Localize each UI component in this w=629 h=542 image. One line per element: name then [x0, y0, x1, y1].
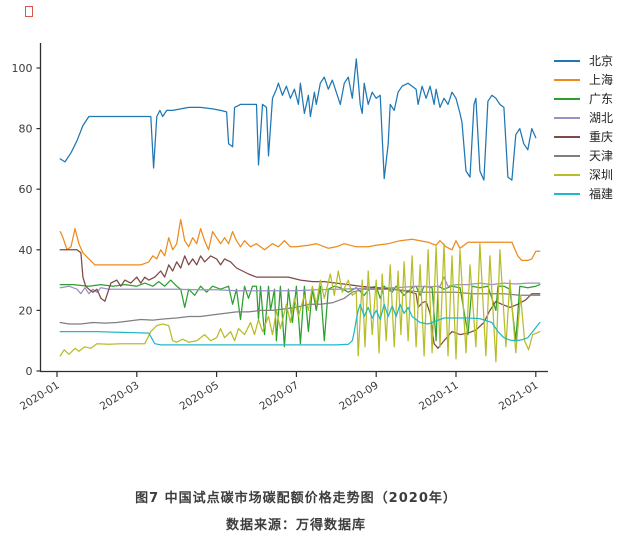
- legend-label-shanghai: 上海: [589, 72, 614, 87]
- y-tick-label: 20: [19, 304, 33, 317]
- legend-item-shenzhen: 深圳: [554, 165, 613, 184]
- figure-caption-title: 图7 中国试点碳市场碳配额价格走势图（2020年）: [135, 491, 457, 506]
- legend-item-hubei: 湖北: [554, 108, 613, 127]
- legend-item-tianjin: 天津: [554, 146, 613, 165]
- y-tick-label: 40: [19, 244, 33, 257]
- y-tick-label: 60: [19, 183, 33, 196]
- legend-label-hubei: 湖北: [589, 110, 614, 125]
- series-line-shanghai: [59, 218, 541, 266]
- red-artifact-glyph: [25, 6, 33, 17]
- series-line-shenzhen: [59, 243, 541, 363]
- legend-label-fujian: 福建: [589, 186, 614, 201]
- legend-item-shanghai: 上海: [554, 70, 613, 89]
- y-tick-label: 80: [19, 123, 33, 136]
- x-tick-label: 2020-05: [178, 379, 222, 412]
- legend-item-beijing: 北京: [554, 51, 613, 70]
- legend-line-swatch-shanghai: [554, 78, 580, 81]
- legend-label-guangdong: 广东: [589, 91, 614, 106]
- x-tick-label: 2020-11: [417, 379, 461, 412]
- legend-line-swatch-guangdong: [554, 97, 580, 100]
- legend-line-swatch-chongqing: [554, 135, 580, 138]
- series-line-beijing: [59, 58, 537, 181]
- line-chart: 0 20 40 60 80 100 2020-01 2020-03 2020-05 2020-07…: [12, 43, 548, 413]
- figure-captions: 图7 中国试点碳市场碳配额价格走势图（2020年） 数据来源：万得数据库: [0, 487, 592, 533]
- x-tick-label: 2020-03: [98, 379, 142, 412]
- y-tick-label: 100: [12, 62, 33, 75]
- series-line-hubei: [59, 276, 541, 295]
- legend-line-swatch-hubei: [554, 116, 580, 119]
- legend-item-fujian: 福建: [554, 184, 613, 203]
- legend-label-shenzhen: 深圳: [589, 167, 614, 182]
- series-line-chongqing: [59, 249, 541, 349]
- legend-label-beijing: 北京: [589, 53, 614, 68]
- legend-line-swatch-tianjin: [554, 154, 580, 157]
- legend-line-swatch-beijing: [554, 59, 580, 62]
- x-tick-label: 2020-09: [337, 379, 381, 412]
- legend-item-guangdong: 广东: [554, 89, 613, 108]
- legend-line-swatch-fujian: [554, 192, 580, 195]
- figure-caption-source: 数据来源：万得数据库: [225, 518, 366, 533]
- legend-line-swatch-shenzhen: [554, 173, 580, 176]
- y-tick-label: 0: [26, 365, 33, 378]
- legend-label-tianjin: 天津: [589, 148, 614, 163]
- chart-legend: 北京上海广东湖北重庆天津深圳福建: [554, 51, 613, 203]
- legend-item-chongqing: 重庆: [554, 127, 613, 146]
- x-tick-label: 2021-01: [497, 379, 541, 412]
- legend-label-chongqing: 重庆: [589, 129, 614, 144]
- x-tick-label: 2020-01: [18, 379, 62, 412]
- x-tick-label: 2020-07: [257, 379, 301, 412]
- series-line-fujian: [59, 303, 541, 346]
